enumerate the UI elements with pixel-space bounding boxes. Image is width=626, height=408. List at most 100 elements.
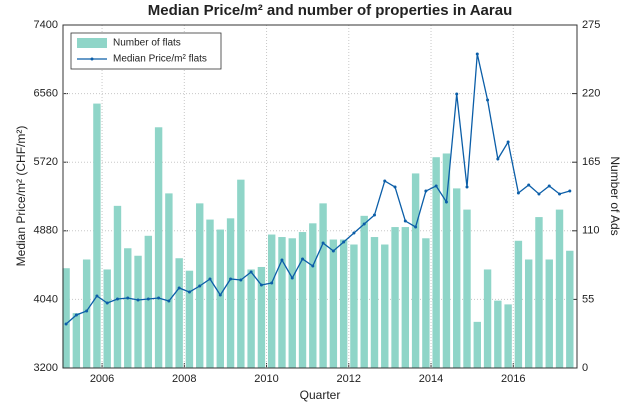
point bbox=[414, 225, 418, 229]
y2-tick-label: 220 bbox=[582, 88, 600, 100]
bar bbox=[237, 179, 245, 368]
bar bbox=[463, 209, 471, 368]
point bbox=[558, 192, 562, 196]
bar bbox=[545, 259, 553, 368]
point bbox=[177, 286, 181, 290]
point bbox=[74, 313, 78, 317]
y2-tick-label: 165 bbox=[582, 156, 600, 168]
point bbox=[290, 276, 294, 280]
bar bbox=[566, 250, 574, 368]
bar bbox=[350, 244, 358, 368]
point bbox=[208, 277, 212, 281]
point bbox=[434, 184, 438, 188]
point bbox=[95, 294, 99, 298]
bar bbox=[103, 269, 111, 368]
bar bbox=[432, 157, 440, 368]
point bbox=[321, 241, 325, 245]
point bbox=[301, 257, 305, 261]
bar bbox=[134, 255, 142, 368]
bar bbox=[216, 229, 224, 368]
y-tick-label: 4880 bbox=[34, 225, 58, 237]
y2-tick-label: 55 bbox=[582, 293, 594, 305]
y-axis-label: Median Price/m² (CHF/m²) bbox=[14, 126, 28, 267]
legend-label: Number of flats bbox=[113, 38, 181, 49]
bar bbox=[226, 218, 235, 368]
point bbox=[496, 157, 500, 161]
point bbox=[403, 219, 407, 223]
bar bbox=[370, 237, 379, 368]
point bbox=[362, 222, 366, 226]
x-tick-label: 2010 bbox=[254, 373, 278, 385]
point bbox=[342, 240, 346, 244]
y-tick-label: 5720 bbox=[34, 156, 58, 168]
bar bbox=[309, 223, 317, 368]
point bbox=[486, 98, 490, 102]
x-tick-label: 2016 bbox=[501, 373, 525, 385]
bar bbox=[391, 227, 399, 368]
point bbox=[136, 298, 140, 302]
bar bbox=[360, 215, 368, 368]
x-tick-label: 2014 bbox=[419, 373, 443, 385]
bar bbox=[175, 258, 183, 368]
bar bbox=[165, 193, 173, 368]
point bbox=[218, 293, 222, 297]
point bbox=[393, 185, 397, 189]
bar bbox=[504, 304, 512, 368]
bar bbox=[185, 270, 194, 368]
bar bbox=[319, 203, 327, 368]
bar bbox=[267, 234, 276, 368]
point bbox=[527, 183, 531, 187]
point bbox=[229, 277, 233, 281]
point bbox=[383, 179, 387, 183]
bar bbox=[494, 300, 502, 368]
x-axis-label: Quarter bbox=[300, 388, 341, 402]
legend-marker bbox=[90, 57, 94, 61]
bar bbox=[124, 248, 132, 368]
point bbox=[167, 299, 171, 303]
y-tick-label: 6560 bbox=[34, 88, 58, 100]
point bbox=[270, 281, 274, 285]
point bbox=[249, 270, 253, 274]
point bbox=[506, 140, 510, 144]
point bbox=[64, 322, 68, 326]
point bbox=[115, 297, 119, 301]
point bbox=[311, 264, 315, 268]
bar bbox=[422, 238, 430, 368]
point bbox=[187, 290, 191, 294]
bar bbox=[144, 235, 153, 368]
plot-frame bbox=[62, 24, 578, 369]
point bbox=[547, 184, 551, 188]
y2-tick-label: 110 bbox=[582, 225, 600, 237]
point bbox=[444, 200, 448, 204]
bar bbox=[453, 188, 461, 368]
bar bbox=[298, 232, 307, 368]
bar bbox=[113, 205, 122, 368]
point bbox=[331, 249, 335, 253]
x-tick-label: 2008 bbox=[172, 373, 196, 385]
chart-title: Median Price/m² and number of properties… bbox=[148, 2, 513, 19]
y-tick-label: 3200 bbox=[34, 362, 58, 374]
point bbox=[537, 192, 541, 196]
point bbox=[455, 92, 459, 96]
bar bbox=[555, 209, 564, 368]
point bbox=[516, 191, 520, 195]
point bbox=[126, 296, 130, 300]
x-tick-label: 2006 bbox=[90, 373, 114, 385]
bar bbox=[535, 217, 543, 368]
point bbox=[424, 189, 428, 193]
bar bbox=[339, 239, 348, 368]
bar bbox=[247, 269, 255, 368]
bar bbox=[82, 259, 91, 368]
bar bbox=[473, 321, 481, 368]
bar bbox=[401, 227, 410, 368]
bar bbox=[514, 240, 523, 368]
y-tick-label: 4040 bbox=[34, 293, 58, 305]
y2-tick-label: 0 bbox=[582, 362, 588, 374]
point bbox=[85, 309, 89, 313]
point bbox=[280, 258, 284, 262]
point bbox=[105, 301, 109, 305]
point bbox=[475, 52, 479, 56]
point bbox=[198, 284, 202, 288]
point bbox=[372, 213, 376, 217]
